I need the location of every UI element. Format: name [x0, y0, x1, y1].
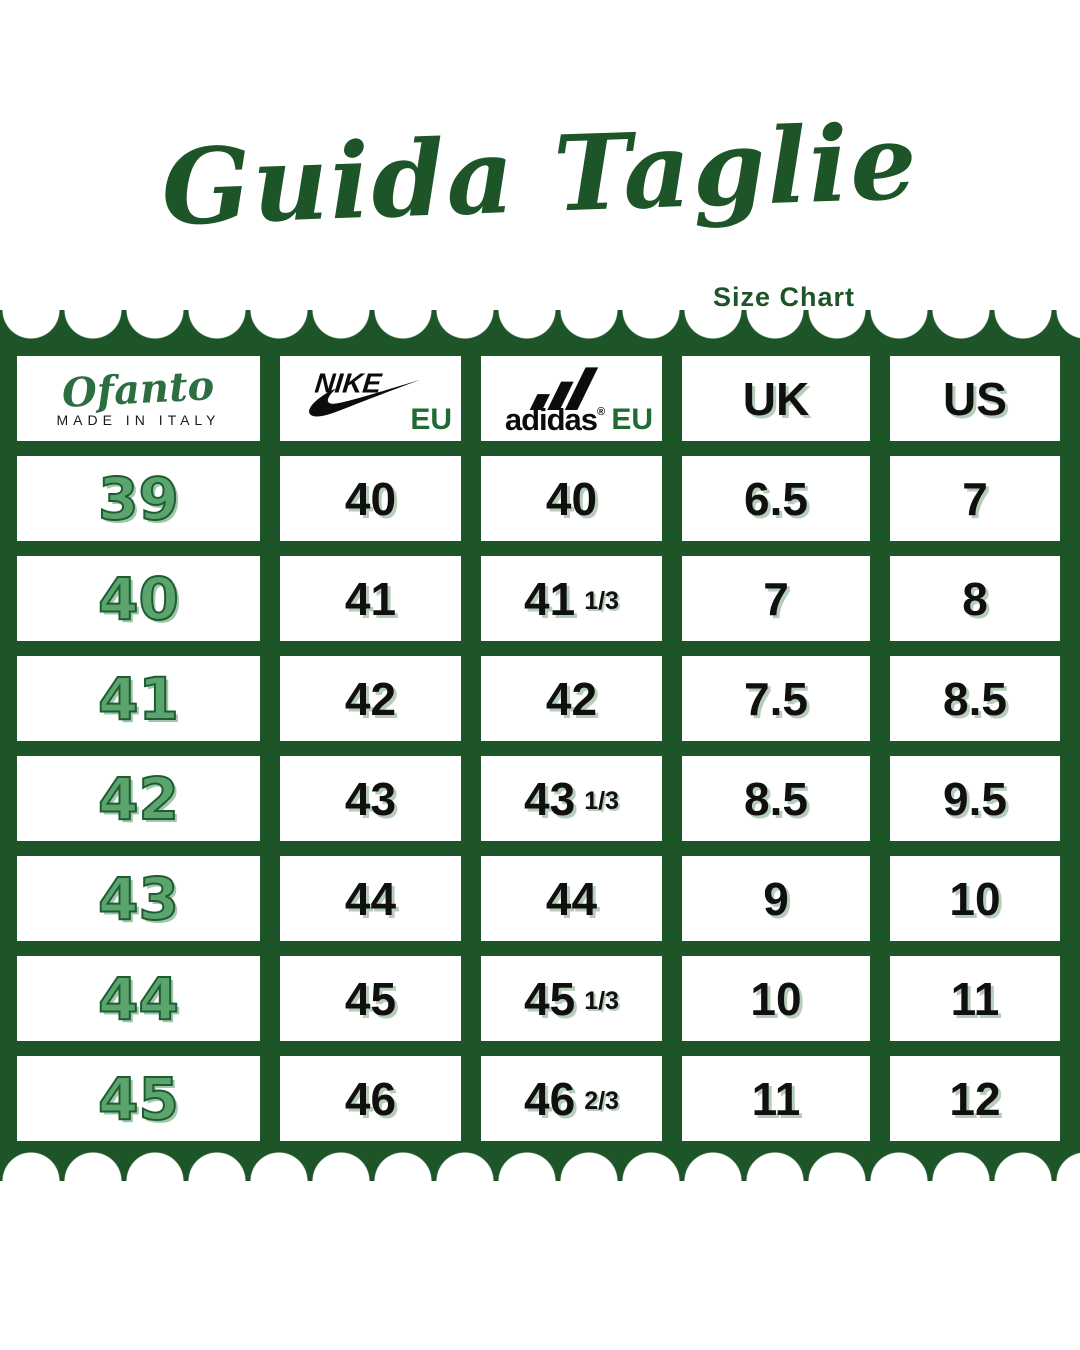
table-cell-adidas-size: 42	[481, 656, 662, 741]
nike-size-value: 45	[344, 972, 397, 1025]
adidas-size-value: 45	[524, 972, 576, 1025]
svg-text:NIKE: NIKE	[313, 367, 384, 398]
table-cell-nike-size: 41	[280, 556, 461, 641]
table-cell-adidas-size: 41 1/3	[481, 556, 662, 641]
table-cell-ofanto-size: 42	[17, 756, 260, 841]
us-size-value: 7	[962, 472, 988, 525]
page-subtitle: Size Chart	[712, 282, 855, 312]
uk-size-value: 9	[763, 872, 789, 925]
ofanto-size-value: 45	[97, 1064, 180, 1134]
us-size-value: 10	[949, 872, 1001, 925]
us-size-value: 9.5	[943, 772, 1007, 825]
table-cell-uk-size: 11	[682, 1056, 870, 1141]
uk-size-value: 10	[750, 972, 802, 1025]
scallop-edge-bottom	[0, 1151, 1080, 1181]
size-table: Ofanto MADE IN ITALY NIKE EU	[0, 340, 1080, 1151]
table-cell-uk-size: 7.5	[682, 656, 870, 741]
us-header-label: US	[943, 372, 1007, 425]
nike-size-value: 44	[344, 872, 397, 925]
adidas-size-value: 42	[545, 672, 598, 725]
table-cell-uk-size: 9	[682, 856, 870, 941]
table-cell-nike-size: 46	[280, 1056, 461, 1141]
table-cell-ofanto-size: 44	[17, 956, 260, 1041]
adidas-wordmark: adidas®	[504, 402, 605, 438]
adidas-size-fraction: 1/3	[584, 787, 619, 815]
table-cell-ofanto-size: 45	[17, 1056, 260, 1141]
table-cell-uk-size: 8.5	[682, 756, 870, 841]
table-cell-us-size: 12	[890, 1056, 1060, 1141]
us-size-value: 8	[962, 572, 988, 625]
us-size-value: 8.5	[943, 672, 1007, 725]
nike-size-value: 43	[344, 772, 397, 825]
table-cell-us-size: 8	[890, 556, 1060, 641]
uk-size-value: 11	[751, 1072, 801, 1125]
header-cell-nike: NIKE EU	[280, 356, 461, 441]
table-cell-adidas-size: 46 2/3	[481, 1056, 662, 1141]
uk-header-label: UK	[742, 372, 810, 425]
table-cell-us-size: 9.5	[890, 756, 1060, 841]
adidas-size-fraction: 2/3	[584, 1087, 619, 1115]
table-cell-ofanto-size: 40	[17, 556, 260, 641]
page-title: Guida Taglie	[159, 99, 921, 250]
scallop-edge-top	[0, 310, 1080, 340]
ofanto-size-value: 40	[97, 564, 180, 634]
nike-size-value: 42	[344, 672, 397, 725]
header-cell-ofanto: Ofanto MADE IN ITALY	[17, 356, 260, 441]
nike-size-value: 40	[344, 472, 397, 525]
table-cell-uk-size: 7	[682, 556, 870, 641]
table-cell-nike-size: 44	[280, 856, 461, 941]
size-table-panel: Ofanto MADE IN ITALY NIKE EU	[0, 310, 1080, 1181]
table-cell-nike-size: 43	[280, 756, 461, 841]
table-cell-nike-size: 45	[280, 956, 461, 1041]
ofanto-tagline: MADE IN ITALY	[56, 411, 221, 428]
table-cell-adidas-size: 40	[481, 456, 662, 541]
adidas-size-value: 40	[545, 472, 598, 525]
ofanto-size-value: 44	[97, 964, 180, 1034]
us-size-value: 11	[950, 972, 1000, 1025]
nike-size-value: 41	[344, 572, 397, 625]
table-cell-nike-size: 42	[280, 656, 461, 741]
nike-size-value: 46	[344, 1072, 397, 1125]
ofanto-logo: Ofanto	[61, 361, 216, 417]
table-cell-nike-size: 40	[280, 456, 461, 541]
table-cell-adidas-size: 45 1/3	[481, 956, 662, 1041]
uk-size-value: 6.5	[744, 472, 808, 525]
ofanto-size-value: 43	[97, 864, 180, 934]
adidas-size-value: 41	[524, 572, 576, 625]
table-cell-ofanto-size: 43	[17, 856, 260, 941]
table-cell-us-size: 11	[890, 956, 1060, 1041]
table-cell-adidas-size: 44	[481, 856, 662, 941]
uk-size-value: 7	[763, 572, 789, 625]
adidas-logo-icon: adidas®	[502, 364, 608, 438]
table-cell-uk-size: 6.5	[682, 456, 870, 541]
adidas-size-value: 44	[545, 872, 598, 925]
adidas-size-fraction: 1/3	[584, 587, 619, 615]
table-cell-us-size: 7	[890, 456, 1060, 541]
table-cell-us-size: 8.5	[890, 656, 1060, 741]
adidas-size-fraction: 1/3	[584, 987, 619, 1015]
table-cell-us-size: 10	[890, 856, 1060, 941]
table-cell-adidas-size: 43 1/3	[481, 756, 662, 841]
adidas-eu-label: EU	[611, 403, 653, 436]
table-cell-ofanto-size: 39	[17, 456, 260, 541]
uk-size-value: 8.5	[744, 772, 808, 825]
uk-size-value: 7.5	[744, 672, 808, 725]
table-cell-ofanto-size: 41	[17, 656, 260, 741]
header-cell-uk: UK	[682, 356, 870, 441]
header-cell-adidas: adidas® EU	[481, 356, 662, 441]
nike-eu-label: EU	[410, 403, 452, 436]
adidas-size-value: 46	[524, 1072, 576, 1125]
ofanto-size-value: 39	[97, 464, 180, 534]
ofanto-size-value: 41	[97, 664, 180, 734]
nike-logo-icon: NIKE	[309, 367, 420, 417]
header-cell-us: US	[890, 356, 1060, 441]
table-cell-uk-size: 10	[682, 956, 870, 1041]
ofanto-size-value: 42	[97, 764, 180, 834]
adidas-size-value: 43	[524, 772, 576, 825]
us-size-value: 12	[949, 1072, 1001, 1125]
